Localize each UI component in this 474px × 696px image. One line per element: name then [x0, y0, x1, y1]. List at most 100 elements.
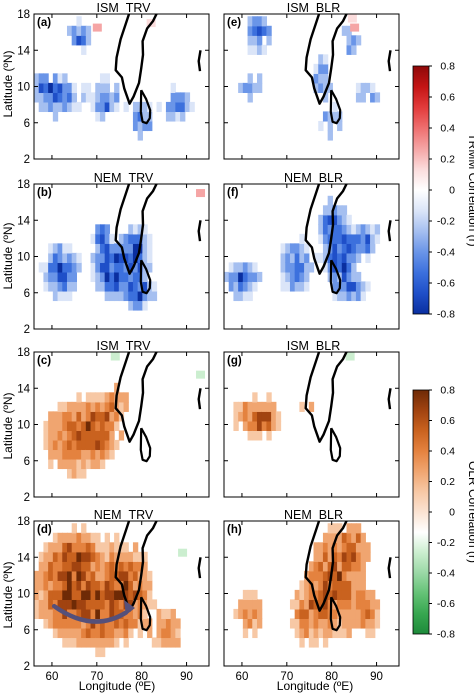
field-cell — [99, 430, 106, 441]
field-cell — [346, 271, 352, 283]
field-cell — [109, 627, 115, 639]
field-cell — [132, 551, 139, 562]
field-cell — [294, 262, 300, 273]
field-cell — [99, 420, 106, 431]
field-cell — [256, 430, 263, 441]
field-cell — [66, 281, 73, 292]
field-cell — [57, 439, 63, 451]
field-cell — [313, 82, 319, 93]
field-cell — [322, 561, 329, 572]
field-cell — [81, 35, 87, 46]
field-cell — [318, 82, 324, 93]
field-cell — [132, 252, 139, 263]
field-cell — [52, 430, 59, 441]
field-cell — [242, 262, 249, 273]
field-cell — [332, 214, 338, 225]
field-cell — [337, 570, 343, 581]
field-cell — [304, 271, 310, 283]
field-cell — [132, 281, 139, 292]
x-tick-label: 90 — [370, 671, 383, 683]
field-cell — [308, 637, 315, 648]
y-tick-label: 10 — [17, 252, 30, 264]
y-tick-label: 2 — [24, 661, 30, 673]
field-cell — [114, 92, 120, 103]
andaman-islands — [387, 220, 392, 242]
field-cell — [99, 646, 106, 658]
field-cell — [57, 92, 63, 103]
field-cell — [104, 608, 110, 620]
field-cell — [114, 542, 120, 553]
india-coast — [304, 521, 348, 612]
field-cell — [76, 589, 82, 600]
india-coast — [114, 352, 158, 443]
field-cell — [156, 637, 162, 648]
field-cell — [365, 589, 371, 600]
india-coast — [304, 184, 348, 275]
field-cell — [90, 271, 96, 283]
field-cell — [48, 101, 54, 113]
field-cell — [370, 589, 376, 600]
field-cell — [66, 599, 73, 610]
field-cell — [132, 224, 139, 235]
field-cell — [95, 401, 101, 412]
field-cell — [132, 271, 139, 283]
field-cell — [81, 92, 87, 103]
x-axis-label-right: Longitude (ºE) — [277, 679, 353, 693]
field-cell — [99, 101, 106, 113]
field-cell — [38, 551, 45, 562]
field-cell — [322, 589, 329, 600]
field-cell — [62, 458, 68, 470]
colorbar-tick-label: -0.6 — [437, 598, 455, 610]
field-cell — [313, 589, 319, 600]
field-cell — [76, 637, 82, 648]
field-cell — [104, 92, 110, 103]
field-cell — [132, 290, 139, 302]
field-cell — [360, 224, 366, 235]
field-cell — [71, 281, 78, 292]
field-cell — [90, 430, 96, 441]
field-cell — [180, 101, 186, 113]
field-cell — [238, 411, 244, 422]
field-cell — [43, 281, 49, 292]
field-cell — [43, 82, 49, 93]
colorbar-tick-label: -0.8 — [437, 309, 455, 321]
field-cell — [322, 73, 329, 84]
y-axis-label-row4: Latitude (ºN) — [1, 561, 15, 628]
field-cell — [90, 627, 96, 639]
field-cell — [327, 195, 333, 206]
colorbar-tick-label: -0.6 — [437, 278, 455, 290]
field-cell — [85, 439, 92, 451]
field-cell — [38, 589, 45, 600]
panel-d: 60 70 80 90 2 6 10 14 18 NEM_TRV (d) — [17, 508, 210, 683]
field-cell — [104, 271, 110, 283]
field-cell — [128, 300, 134, 311]
field-cell — [156, 618, 162, 629]
field-cell — [118, 392, 125, 403]
field-cell — [147, 599, 153, 610]
field-cell — [275, 411, 282, 422]
field-cell — [266, 25, 272, 36]
field-cell — [355, 224, 362, 235]
field-cell — [327, 130, 333, 141]
field-cell — [360, 599, 366, 610]
field-cell — [355, 82, 362, 93]
field-cell — [332, 281, 338, 292]
field-cell — [52, 439, 59, 451]
field-cell — [299, 589, 305, 600]
field-cell — [341, 542, 348, 553]
field-cell — [161, 618, 167, 629]
field-cell — [109, 551, 115, 562]
field-cell — [170, 618, 176, 629]
field-cell — [48, 411, 54, 422]
field-cell — [365, 551, 371, 562]
field-cell — [346, 281, 352, 292]
field-cell — [118, 271, 125, 283]
field-cell — [242, 599, 249, 610]
panel-title: ISM_TRV — [97, 339, 152, 353]
field-cell — [62, 570, 68, 581]
field-cell — [62, 411, 68, 422]
field-cell — [341, 281, 348, 292]
y-axis-label-row2: Latitude (ºN) — [1, 222, 15, 289]
field-cell — [294, 618, 300, 629]
y-tick-label: 10 — [17, 589, 30, 601]
